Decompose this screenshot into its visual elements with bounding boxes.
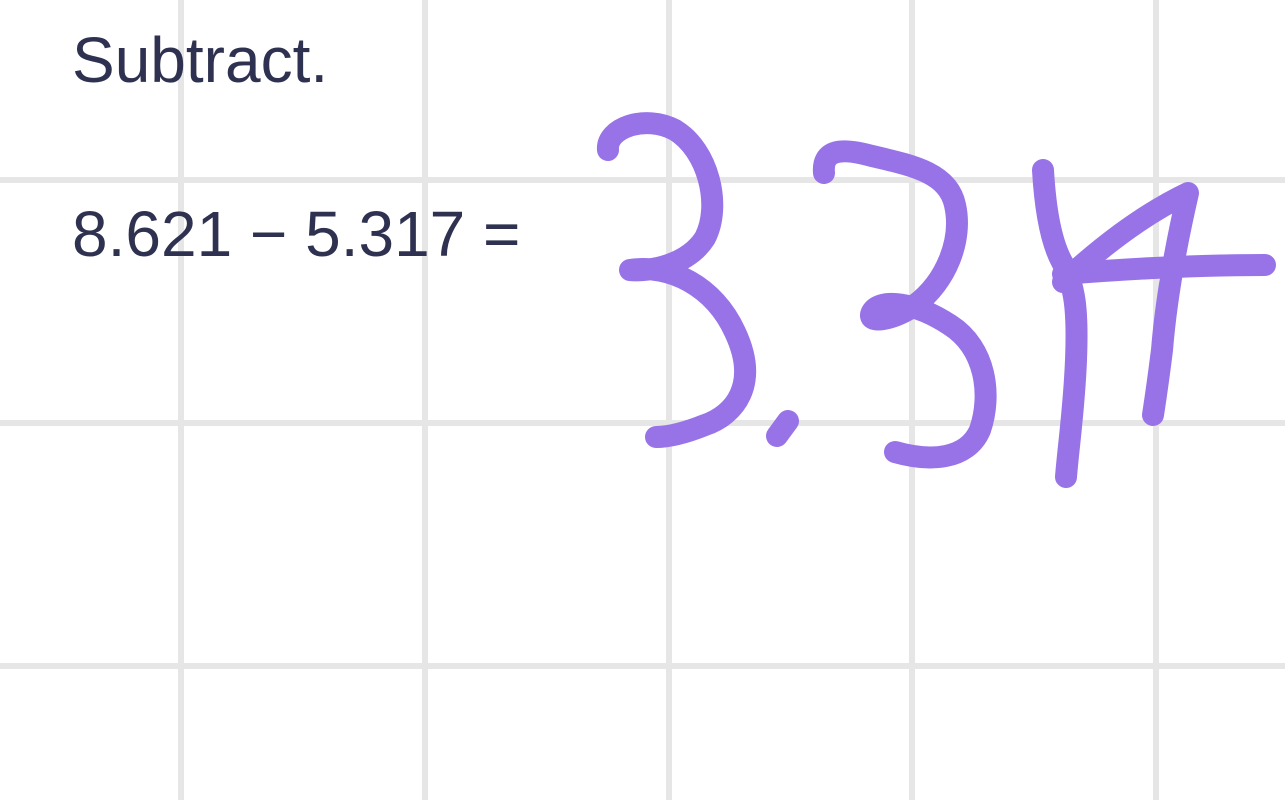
subtraction-expression: 8.621 − 5.317 =	[72, 198, 521, 270]
instruction-text: Subtract.	[72, 24, 329, 96]
